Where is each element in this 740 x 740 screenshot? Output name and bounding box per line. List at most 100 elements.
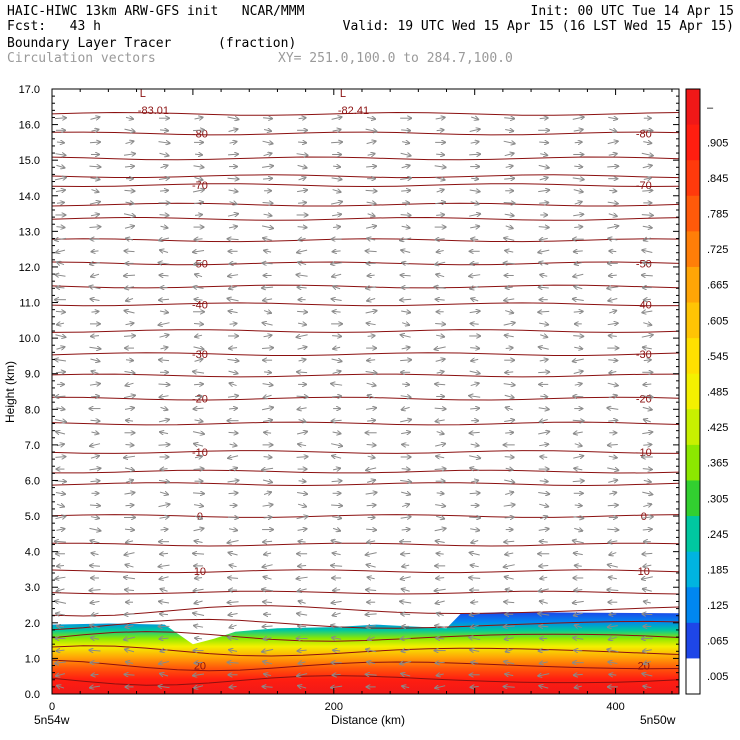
vector-arrow [434,166,446,168]
y-tick-label: 6.0 [25,475,40,487]
vector-arrow [402,565,410,567]
vector-arrow [298,287,307,288]
vector-arrow [469,637,481,639]
vector-arrow [262,287,274,288]
vector-arrow [160,275,169,276]
vector-arrow [332,274,342,276]
vector-arrow [504,299,515,301]
vector-arrow [331,263,343,265]
vector-arrow [124,275,136,276]
vector-arrow [192,130,204,131]
vector-arrow [401,311,410,313]
vector-arrow [89,384,100,386]
vector-arrow [297,504,306,506]
vector-arrow [55,238,67,240]
vector-arrow [469,456,480,458]
contour-line [51,514,680,518]
vector-arrow [401,335,411,337]
vector-arrow [436,493,444,494]
vector-arrow [400,419,411,421]
vector-arrow [331,625,343,627]
vector-arrow [436,239,445,240]
vector-arrow [331,481,342,482]
vector-arrow [609,614,617,615]
vector-arrow [505,553,514,555]
vector-arrow [90,565,101,566]
vector-arrow [160,614,169,615]
contour-label: -40 [636,299,652,311]
vector-arrow [296,516,308,518]
vector-arrow [263,661,273,663]
vector-arrow [193,347,204,349]
vector-arrow [55,359,67,361]
vector-arrow [609,371,617,373]
vector-arrow [539,347,549,349]
colorbar-label: .425 [707,422,728,434]
vector-arrow [159,130,168,131]
vector-arrow [332,129,341,131]
vector-arrow [400,153,411,155]
colorbar: – .905 .845 .785 .725 .665 .605 .545 .485 .425 .36… [685,88,728,695]
vector-arrow [643,589,652,591]
vector-arrow [55,492,65,494]
vector-arrow [367,238,376,240]
vector-arrow [228,662,239,663]
vector-arrow [227,359,239,361]
vector-arrow [574,674,583,675]
vector-arrow [90,444,101,446]
vector-arrow [194,589,204,591]
colorbar-swatch [686,338,700,375]
vector-arrow [91,553,99,555]
vector-arrow [56,165,64,167]
vector-arrow [573,359,584,361]
vector-arrow [194,287,204,289]
vector-arrow [159,601,170,603]
y-tick-label: 11.0 [19,298,40,310]
vector-arrow [643,480,651,482]
vector-arrow [56,504,64,506]
vector-arrow [538,529,549,531]
vector-arrow [469,190,480,192]
vector-arrow [331,202,342,204]
vector-arrow [263,299,273,301]
vector-arrow [401,347,410,349]
vector-arrow [401,614,411,615]
vector-arrow [539,287,549,288]
vector-arrow [401,504,409,506]
vector-arrow [400,517,411,519]
vector-arrow [642,529,652,530]
vector-arrow [160,347,168,349]
vector-arrow [298,650,307,651]
vector-arrow [573,274,584,276]
vector-arrow [297,275,308,277]
vector-arrow [91,613,99,615]
vector-arrow [91,251,99,252]
vector-arrow [158,504,170,506]
vector-arrow [506,287,513,288]
vector-arrow [435,262,446,264]
vector-arrow [437,553,444,554]
y-tick-label: 0.0 [25,689,40,701]
vector-arrow [469,275,481,277]
colorbar-label: .845 [707,173,728,185]
vector-arrow [125,480,133,482]
vector-arrow [572,117,584,119]
vector-arrow [572,178,584,180]
vector-arrow [124,129,134,131]
vector-arrow [91,274,100,276]
vector-arrow [192,432,204,434]
vector-arrow [470,142,479,144]
vector-arrow [56,650,65,651]
vector-arrow [159,190,168,191]
cross-section-coords: XY= 251.0,100.0 to 284.7,100.0 [278,51,513,66]
vector-arrow [538,165,549,167]
vector-arrow [505,674,514,676]
vector-arrow [471,565,479,567]
vector-arrow [230,565,237,567]
vector-arrow [642,311,653,313]
vector-arrow [263,263,273,264]
vector-arrow [125,117,133,119]
vector-arrow [538,227,549,228]
vector-arrow [90,601,100,603]
vector-arrow [540,662,548,664]
